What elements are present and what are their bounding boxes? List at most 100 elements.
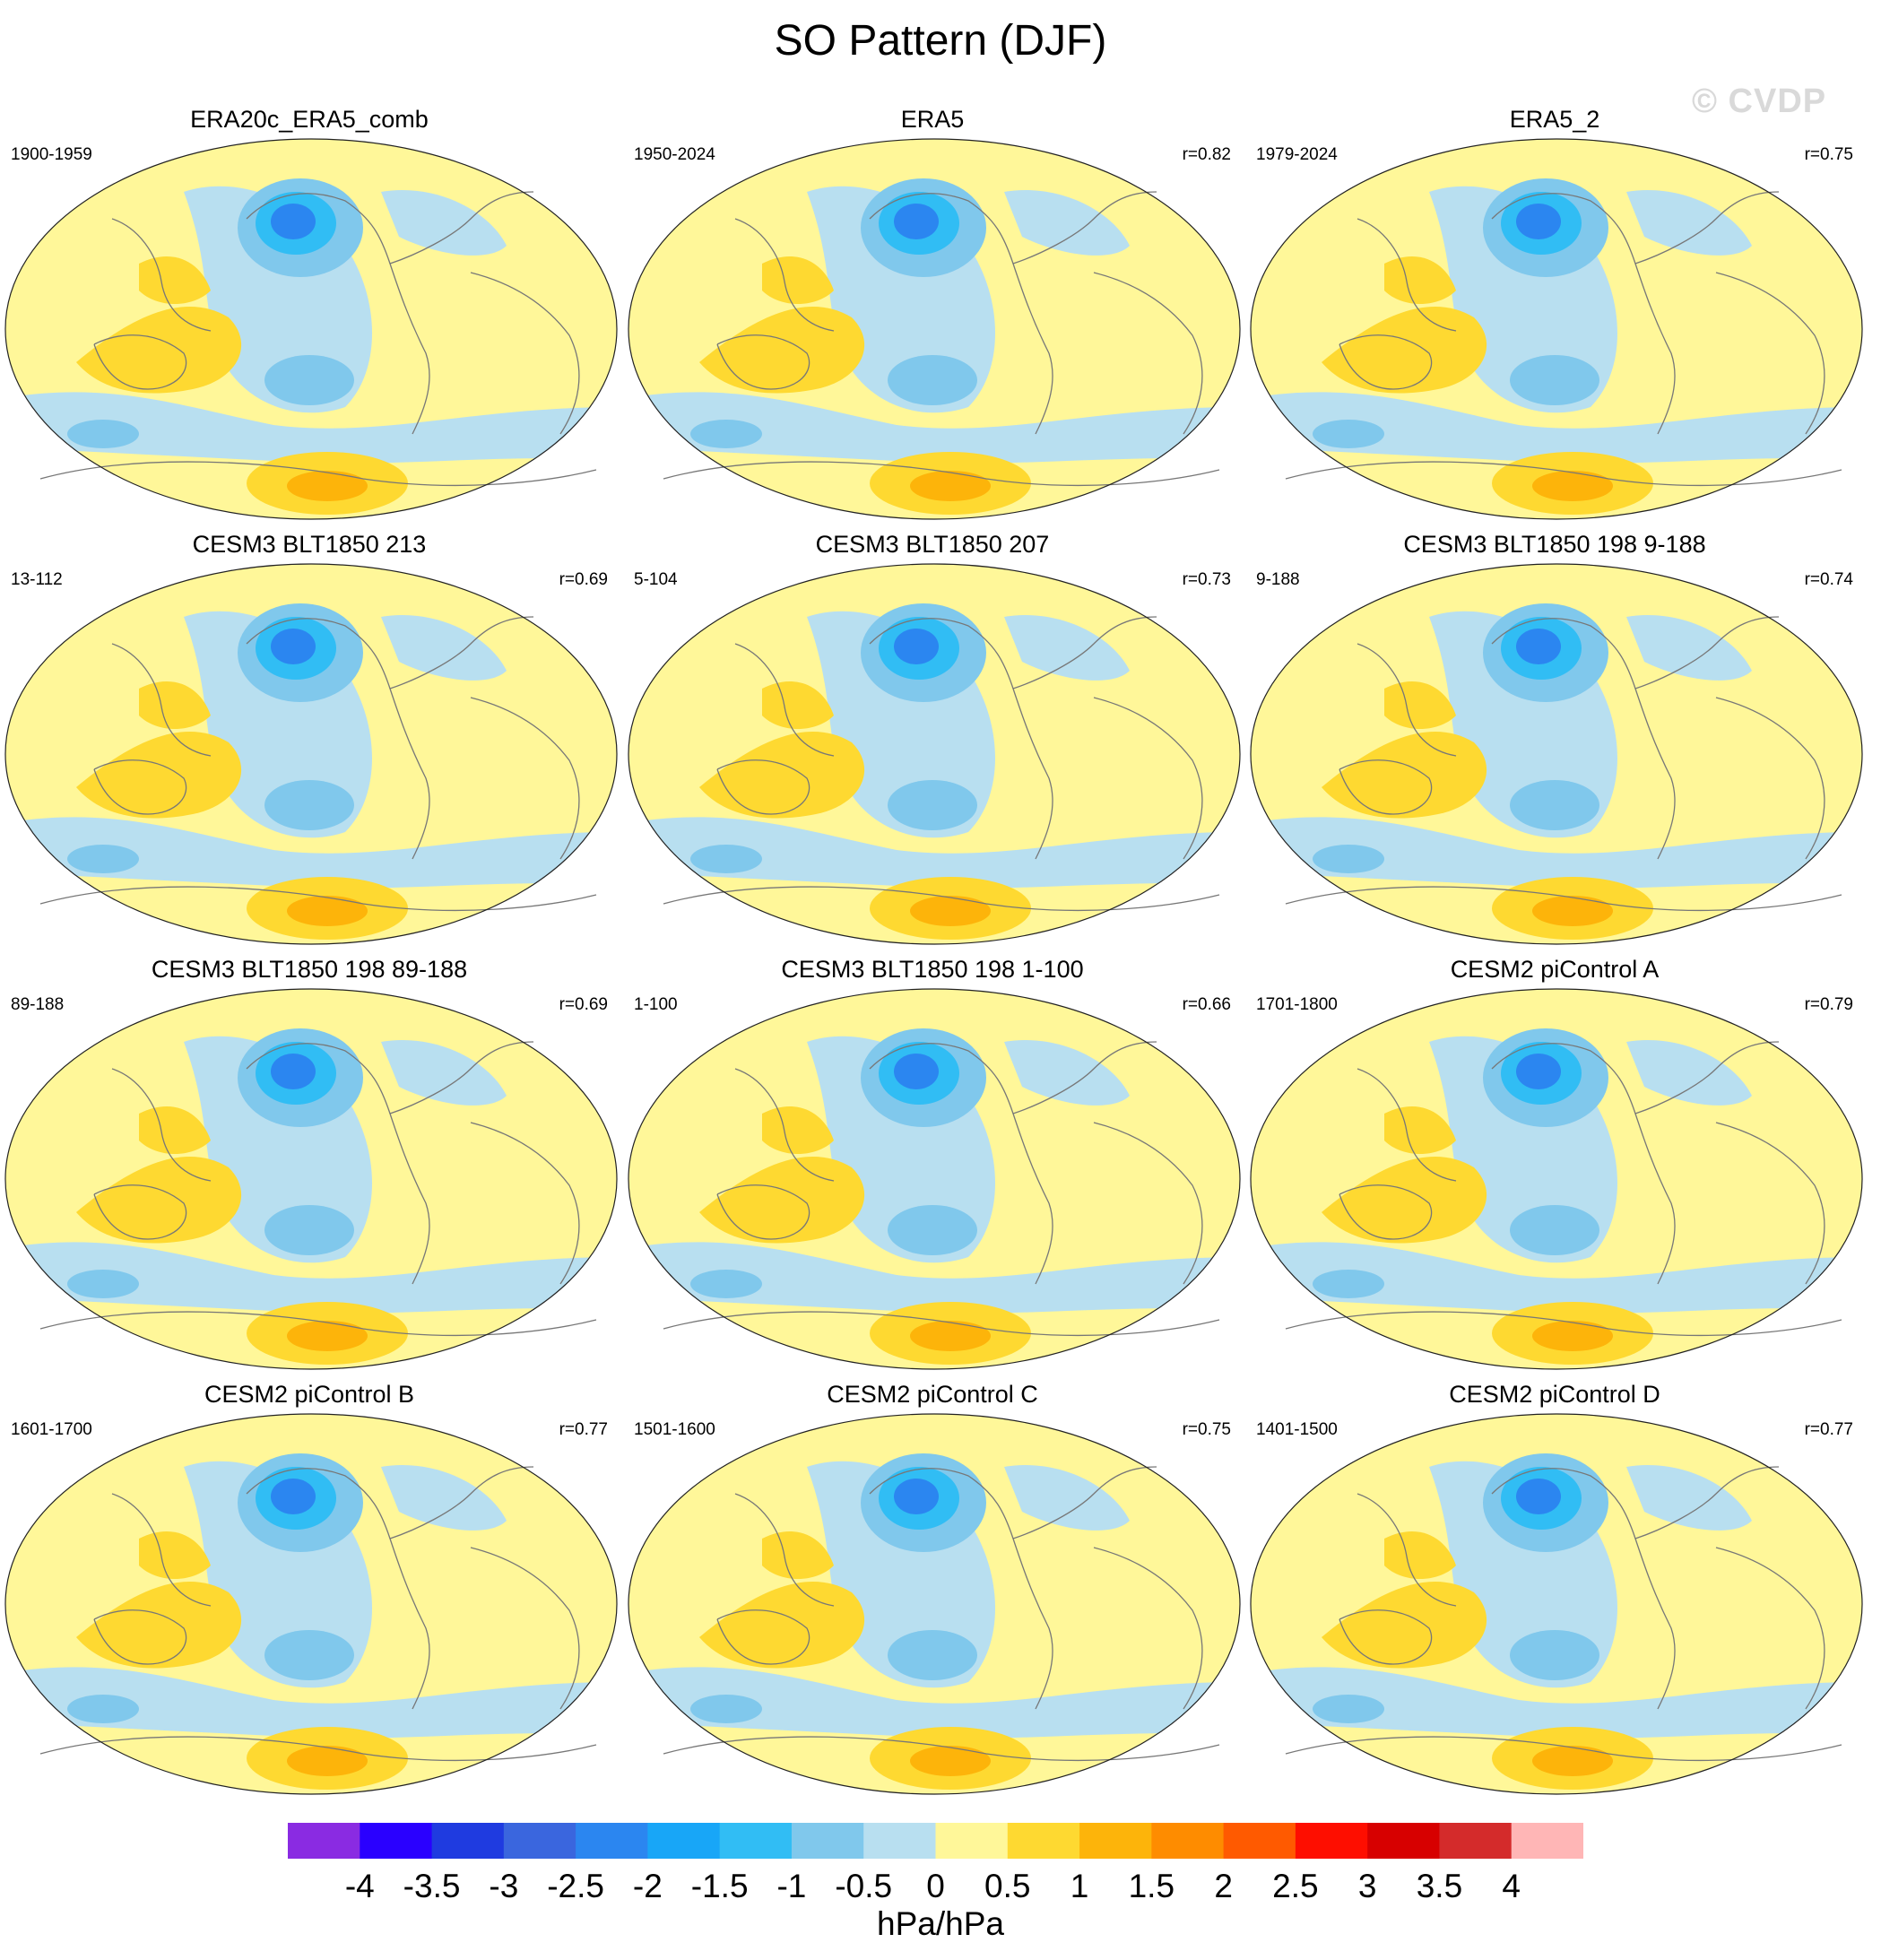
asia-positive — [1384, 1531, 1456, 1579]
coastline — [246, 193, 430, 435]
coastline — [470, 697, 580, 860]
southern-blue-band — [5, 1242, 617, 1314]
asia-positive — [762, 256, 834, 304]
colorbar-swatch — [288, 1823, 360, 1859]
spacific-negative — [264, 355, 354, 405]
nplow-core — [894, 1054, 939, 1089]
atlantic-blue-region — [1004, 190, 1130, 256]
coastline — [93, 759, 187, 815]
southern-blue-band — [5, 1667, 617, 1739]
panel-title: CESM3 BLT1850 207 — [815, 531, 1050, 558]
nplow-core — [271, 629, 316, 664]
coastline — [1339, 759, 1433, 815]
coastline — [1715, 697, 1825, 860]
coastline — [246, 618, 430, 860]
southern-blue-band — [628, 817, 1240, 889]
coastline — [1285, 461, 1842, 487]
sio-negative — [690, 1270, 762, 1298]
coastline — [663, 1736, 1220, 1762]
colorbar-labels: -4 -3.5 -3 -2.5 -2 -1.5 -1 -0.5 0 0.5 1 1.5 2 2.5 3 3.5… — [288, 1868, 1583, 1912]
coastline — [111, 1493, 212, 1607]
colorbar-swatch — [1007, 1823, 1080, 1859]
spacific-negative — [888, 355, 977, 405]
map-border — [628, 1413, 1241, 1795]
southern-blue-band — [1251, 392, 1862, 464]
panel-title: CESM3 BLT1850 198 1-100 — [781, 956, 1084, 983]
sio-negative — [690, 420, 762, 448]
coastline — [869, 1468, 1053, 1710]
spacific-negative — [1510, 355, 1599, 405]
coastline — [389, 191, 534, 265]
map-panel: CESM3 BLT1850 198 89-188 89-188 r=0.69 — [0, 956, 619, 1377]
colorbar-swatch — [1367, 1823, 1440, 1859]
antarctic-core — [1532, 1321, 1613, 1351]
colorbar-tick-label: -4 — [344, 1868, 375, 1904]
coastline — [1093, 697, 1203, 860]
coastline — [663, 886, 1220, 912]
coastline — [389, 1041, 534, 1114]
spacific-negative — [264, 1630, 354, 1680]
atlantic-blue-region — [381, 1465, 507, 1531]
southern-blue-band — [628, 1667, 1240, 1739]
colorbar-swatch — [1439, 1823, 1513, 1859]
asia-positive — [139, 1106, 211, 1154]
map-panel: CESM2 piControl D 1401-1500 r=0.77 — [1245, 1381, 1864, 1802]
nplow-core — [271, 204, 316, 239]
antarctic-core — [910, 1321, 991, 1351]
coastline — [663, 461, 1220, 487]
colorbar-units: hPa/hPa — [877, 1905, 1004, 1942]
atlantic-blue-region — [1626, 1465, 1752, 1531]
colorbar-swatch — [360, 1823, 433, 1859]
atlantic-blue-region — [1626, 1040, 1752, 1106]
map-border — [628, 988, 1241, 1370]
atlantic-blue-region — [1004, 1040, 1130, 1106]
spacific-negative — [888, 1205, 977, 1255]
sio-negative — [1313, 845, 1384, 873]
coastline — [246, 1043, 430, 1285]
coastline — [1715, 1122, 1825, 1285]
colorbar-swatch — [647, 1823, 721, 1859]
coastline — [716, 759, 810, 815]
panel-title: CESM2 piControl B — [204, 1381, 415, 1408]
coastline — [1634, 1041, 1780, 1114]
panel-correlation: r=0.77 — [559, 1420, 608, 1439]
colorbar-swatch — [503, 1823, 576, 1859]
atlantic-blue-region — [1004, 615, 1130, 681]
spacific-negative — [1510, 780, 1599, 830]
colorbar-tick-label: -2.5 — [547, 1868, 604, 1904]
antarctic-core — [287, 471, 368, 501]
coastline — [111, 1068, 212, 1182]
map-panel: CESM3 BLT1850 198 1-100 1-100 r=0.66 — [623, 956, 1242, 1377]
sio-negative — [690, 845, 762, 873]
panel-title: ERA20c_ERA5_comb — [190, 106, 429, 133]
panel-years: 1900-1959 — [11, 145, 92, 164]
antarctic-core — [287, 896, 368, 926]
coastline — [111, 218, 212, 332]
coastline — [470, 1547, 580, 1710]
nplow-core — [1516, 204, 1561, 239]
coastline — [716, 1609, 810, 1665]
panel-years: 1701-1800 — [1256, 995, 1338, 1014]
coastline — [39, 461, 597, 487]
colorbar-tick-label: -3 — [489, 1868, 519, 1904]
panel-years: 1501-1600 — [634, 1420, 715, 1439]
colorbar-swatch — [576, 1823, 648, 1859]
atlantic-blue-region — [381, 615, 507, 681]
coastline — [734, 1068, 835, 1182]
colorbar-tick-label: -3.5 — [403, 1868, 461, 1904]
southern-blue-band — [628, 392, 1240, 464]
nplow-core — [1516, 629, 1561, 664]
coastline — [1634, 1466, 1780, 1539]
sio-negative — [67, 1695, 139, 1723]
map-border — [1250, 1413, 1863, 1795]
colorbar-tick-label: 1 — [1070, 1868, 1089, 1904]
panel-years: 89-188 — [11, 995, 65, 1014]
coastline — [1357, 218, 1457, 332]
colorbar-swatch — [1079, 1823, 1152, 1859]
world-map — [1250, 563, 1863, 945]
map-border — [4, 563, 618, 945]
nplow-core — [271, 1479, 316, 1514]
colorbar-swatch — [1223, 1823, 1296, 1859]
asia-positive — [762, 1531, 834, 1579]
panel-title: CESM2 piControl D — [1449, 1381, 1660, 1408]
